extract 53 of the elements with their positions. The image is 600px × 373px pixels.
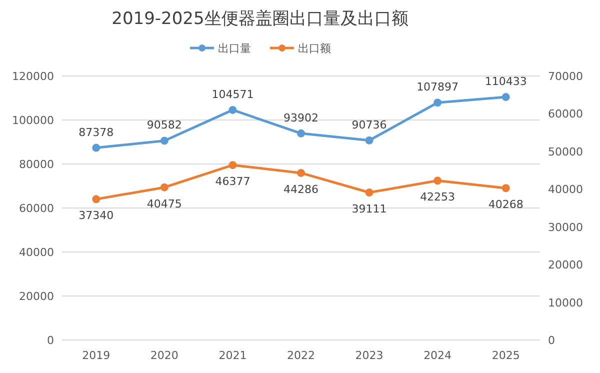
data-label: 40475 <box>146 197 182 210</box>
y2-tick-label: 40000 <box>548 183 583 196</box>
chart-title: 2019-2025坐便器盖圈出口量及出口额 <box>112 9 408 29</box>
point <box>434 98 442 107</box>
point <box>502 184 510 192</box>
y2-tick-label: 60000 <box>548 108 583 121</box>
point <box>502 93 510 102</box>
point <box>92 195 100 204</box>
x-tick-label: 2019 <box>82 349 110 362</box>
x-tick-label: 2023 <box>355 349 384 362</box>
data-label: 46377 <box>215 175 250 188</box>
point <box>434 176 442 185</box>
x-tick-label: 2021 <box>218 349 247 362</box>
point <box>228 106 237 114</box>
y2-tick-label: 50000 <box>548 145 583 158</box>
x-tick-label: 2022 <box>287 349 315 362</box>
y2-tick-label: 70000 <box>548 70 583 83</box>
y-tick-label: 120000 <box>12 70 54 83</box>
data-label: 107897 <box>416 80 459 94</box>
y-tick-label: 40000 <box>19 246 54 259</box>
point <box>365 136 374 144</box>
point <box>160 183 168 192</box>
data-label: 90736 <box>352 118 387 132</box>
data-label: 42253 <box>420 190 456 204</box>
data-label: 93902 <box>284 111 318 124</box>
data-label: 110433 <box>484 75 527 88</box>
y-tick-label: 0 <box>47 334 54 347</box>
y2-tick-label: 0 <box>548 334 555 347</box>
legend-label: 出口额 <box>298 42 331 55</box>
data-label: 39111 <box>352 202 387 216</box>
data-label: 44286 <box>284 182 318 196</box>
point <box>160 136 168 145</box>
y2-tick-label: 20000 <box>548 258 583 272</box>
data-label: 90582 <box>146 118 182 132</box>
y-tick-label: 80000 <box>19 158 54 171</box>
data-label: 104571 <box>212 88 254 101</box>
data-label: 87378 <box>78 126 114 139</box>
point <box>297 168 305 177</box>
y-tick-label: 60000 <box>19 202 54 215</box>
point <box>228 161 237 170</box>
x-tick-label: 2020 <box>150 349 178 362</box>
x-tick-label: 2024 <box>424 349 452 362</box>
data-label: 40268 <box>488 198 524 212</box>
legend-label: 出口量 <box>218 42 251 55</box>
point <box>92 144 100 152</box>
point <box>365 188 374 196</box>
x-tick-label: 2025 <box>492 349 520 362</box>
y2-tick-label: 30000 <box>548 220 583 234</box>
y-tick-label: 100000 <box>12 114 54 127</box>
y-tick-label: 20000 <box>19 290 54 303</box>
y2-tick-label: 10000 <box>548 296 583 310</box>
data-label: 37340 <box>78 209 114 222</box>
point <box>297 129 305 138</box>
